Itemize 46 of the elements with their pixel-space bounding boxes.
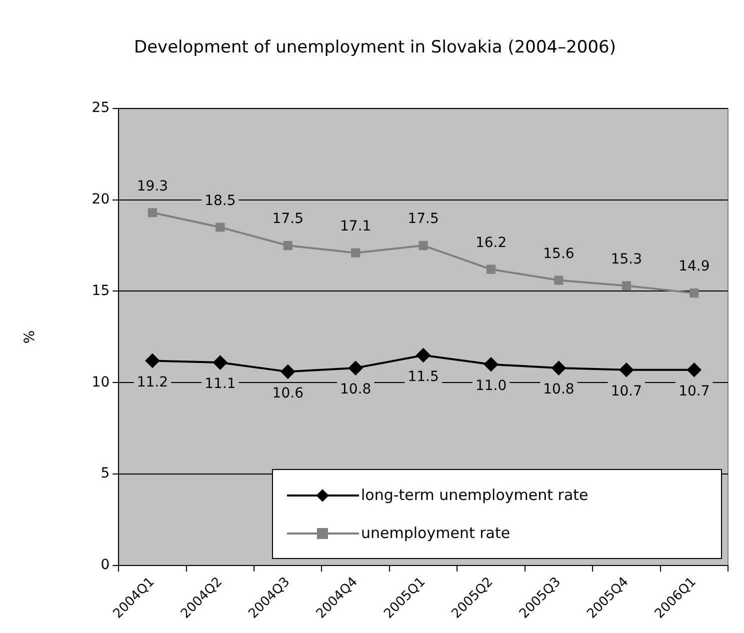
legend-label: long-term unemployment rate — [361, 486, 588, 504]
point — [283, 240, 292, 250]
point — [216, 222, 225, 232]
data-label: 14.9 — [678, 258, 710, 275]
point — [145, 354, 160, 368]
data-label: 18.5 — [204, 192, 236, 209]
y-tick-label: 5 — [100, 466, 110, 482]
data-label: 11.1 — [204, 376, 236, 392]
point — [484, 357, 498, 372]
data-label: 10.7 — [610, 383, 642, 400]
point — [280, 364, 295, 379]
data-label: 19.3 — [136, 178, 168, 194]
data-label: 17.1 — [340, 218, 372, 234]
data-label: 11.5 — [408, 368, 439, 385]
data-label: 10.6 — [272, 385, 304, 402]
data-label: 11.0 — [475, 378, 507, 394]
data-label: 10.7 — [678, 383, 710, 400]
point — [351, 248, 360, 258]
point — [148, 208, 158, 218]
y-axis-title: % — [22, 330, 38, 344]
point — [619, 362, 634, 377]
data-label: 10.8 — [340, 382, 372, 398]
data-label: 15.6 — [543, 246, 574, 262]
data-label: 17.5 — [408, 211, 439, 228]
data-label: 10.8 — [543, 382, 574, 398]
point — [687, 362, 702, 377]
legend-label: unemployment rate — [361, 524, 510, 542]
y-tick-label: 0 — [100, 557, 110, 574]
y-tick-label: 15 — [92, 282, 110, 299]
data-label: 15.3 — [610, 251, 642, 268]
point — [622, 281, 631, 290]
chart-title: Development of unemployment in Slovakia (2004–2006) — [134, 38, 616, 58]
data-label: 11.2 — [136, 374, 168, 390]
point — [416, 348, 430, 362]
point — [554, 276, 564, 285]
y-tick-label: 25 — [92, 100, 110, 116]
point — [552, 361, 566, 376]
y-tick-label: 20 — [92, 191, 110, 208]
point — [348, 361, 363, 376]
y-tick-label: 10 — [92, 374, 110, 390]
point — [213, 356, 228, 370]
point — [690, 288, 699, 298]
data-label: 16.2 — [475, 234, 507, 251]
point — [418, 240, 428, 250]
data-label: 17.5 — [272, 211, 304, 228]
point — [486, 264, 496, 274]
